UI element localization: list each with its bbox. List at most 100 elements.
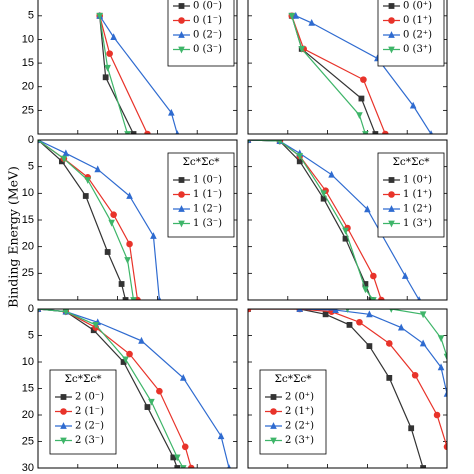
legend-marker bbox=[270, 422, 277, 429]
y-tick-label: 15 bbox=[22, 57, 34, 69]
data-point bbox=[296, 153, 304, 160]
legend-marker bbox=[178, 3, 185, 9]
series-group bbox=[38, 309, 231, 468]
data-point bbox=[429, 130, 433, 134]
data-point bbox=[382, 130, 389, 134]
data-point bbox=[362, 131, 369, 134]
plot-frame bbox=[37, 0, 238, 135]
legend-entry: 2 (0⁻) bbox=[75, 392, 104, 403]
plot-frame bbox=[37, 308, 238, 469]
y-tick-label: 25 bbox=[22, 267, 34, 279]
series-line bbox=[291, 15, 366, 134]
legend-entry: 1 (0⁻) bbox=[193, 175, 222, 186]
data-point bbox=[122, 297, 129, 300]
data-point bbox=[417, 296, 422, 300]
legend-marker bbox=[178, 177, 185, 183]
data-point bbox=[346, 322, 353, 328]
data-point bbox=[90, 327, 97, 334]
series-line bbox=[248, 140, 374, 300]
data-point bbox=[94, 165, 101, 173]
data-point bbox=[385, 340, 393, 347]
data-point bbox=[138, 336, 145, 344]
legend-box bbox=[377, 0, 445, 67]
y-tick-label: 25 bbox=[22, 435, 34, 447]
legend-entry: 1 (3⁺) bbox=[403, 218, 432, 229]
legend-marker bbox=[178, 191, 185, 198]
series-line bbox=[248, 140, 372, 300]
data-point bbox=[126, 240, 133, 248]
data-point bbox=[419, 339, 427, 347]
legend-marker bbox=[388, 177, 395, 183]
legend-marker bbox=[270, 408, 277, 415]
y-tick-label: 5 bbox=[28, 161, 34, 173]
data-point bbox=[174, 454, 181, 462]
data-point bbox=[342, 227, 349, 235]
data-point bbox=[60, 155, 68, 163]
y-tick-label: 20 bbox=[22, 241, 34, 253]
panel-row2-right: Σc*Σc* 1 (0⁺) 1 (1⁺) 1 (2⁺) 1 (3⁺) bbox=[247, 139, 448, 301]
series-group bbox=[288, 11, 433, 134]
data-point bbox=[320, 195, 327, 202]
legend-entry: 2 (3⁺) bbox=[285, 435, 314, 446]
data-point bbox=[296, 158, 303, 165]
data-point bbox=[364, 205, 371, 213]
data-point bbox=[409, 101, 417, 109]
plot-frame bbox=[247, 0, 448, 135]
legend-entry: 0 (3⁺) bbox=[403, 44, 432, 55]
data-point bbox=[308, 19, 315, 26]
data-point bbox=[130, 131, 137, 134]
data-point bbox=[126, 350, 133, 358]
data-point bbox=[320, 190, 327, 198]
data-point bbox=[124, 257, 131, 264]
data-point bbox=[332, 309, 339, 313]
data-point bbox=[148, 398, 155, 406]
legend-entry: 0 (2⁺) bbox=[403, 30, 432, 41]
panel-row1-right: 0 (0⁺) 0 (1⁺) 0 (2⁺) 0 (3⁺) bbox=[247, 0, 448, 135]
data-point bbox=[386, 375, 393, 381]
legend-marker bbox=[388, 220, 395, 228]
data-point bbox=[443, 389, 447, 397]
legend: Σc*Σ̄c* 2 (0⁻) 2 (1⁻) 2 (2⁻) 2 (3⁻) bbox=[49, 369, 117, 455]
y-tick-label: 20 bbox=[22, 409, 34, 421]
data-point bbox=[168, 108, 175, 116]
legend-entry: 2 (2⁺) bbox=[285, 421, 314, 432]
series-line bbox=[291, 15, 376, 134]
data-point bbox=[92, 322, 100, 329]
y-tick-label: 15 bbox=[22, 382, 34, 394]
data-point bbox=[401, 272, 409, 279]
data-point bbox=[437, 335, 445, 343]
y-tick-label: 15 bbox=[22, 214, 34, 226]
legend-marker bbox=[60, 408, 67, 415]
data-point bbox=[179, 465, 187, 468]
data-point bbox=[108, 219, 115, 227]
y-tick-label: 30 bbox=[22, 462, 34, 474]
data-point bbox=[362, 286, 369, 294]
legend-entry: 0 (1⁻) bbox=[193, 15, 222, 26]
data-point bbox=[150, 232, 157, 239]
legend-marker bbox=[388, 46, 395, 54]
data-point bbox=[181, 443, 189, 451]
series-line bbox=[38, 140, 135, 300]
data-point bbox=[110, 211, 117, 218]
data-point bbox=[130, 297, 137, 300]
legend-marker bbox=[270, 394, 277, 400]
legend-marker bbox=[60, 437, 67, 445]
data-point bbox=[157, 296, 162, 300]
data-point bbox=[104, 249, 111, 255]
legend-entry: 0 (2⁻) bbox=[193, 30, 222, 41]
data-point bbox=[106, 50, 113, 57]
legend-entry: 2 (3⁻) bbox=[75, 435, 104, 446]
data-point bbox=[433, 411, 441, 419]
data-point bbox=[144, 404, 151, 410]
data-point bbox=[174, 465, 181, 468]
data-point bbox=[156, 387, 163, 395]
legend-marker bbox=[388, 17, 395, 24]
data-point bbox=[82, 193, 89, 199]
data-point bbox=[62, 309, 70, 316]
data-point bbox=[248, 309, 252, 313]
data-point bbox=[411, 371, 419, 379]
legend: 0 (0⁺) 0 (1⁺) 0 (2⁺) 0 (3⁺) bbox=[377, 0, 445, 67]
data-point bbox=[408, 425, 415, 432]
data-point bbox=[362, 281, 369, 287]
y-tick-label: 5 bbox=[28, 329, 34, 341]
